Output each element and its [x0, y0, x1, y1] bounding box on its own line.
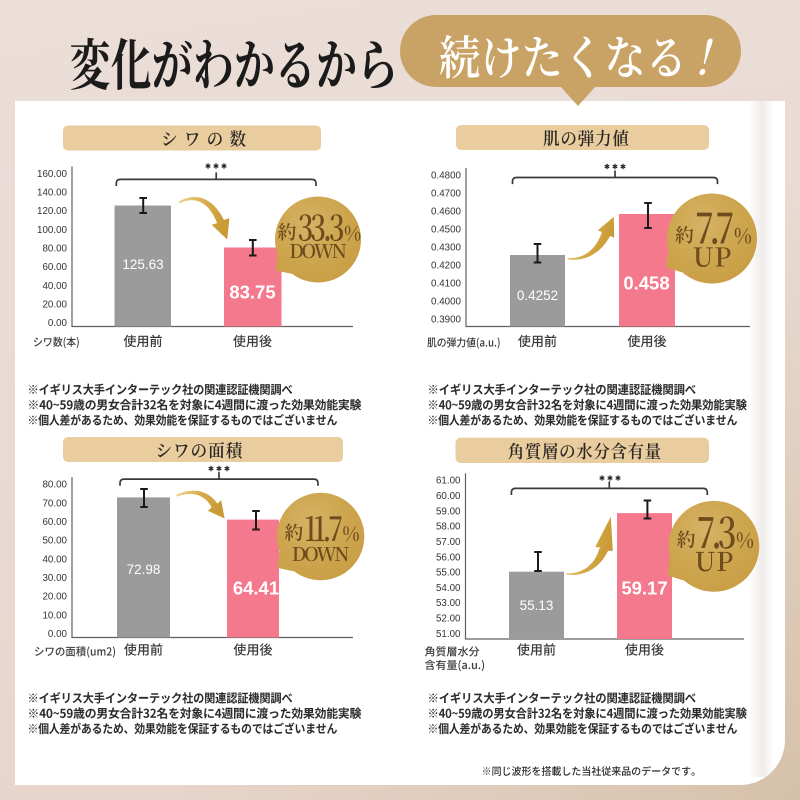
svg-text:20.00: 20.00: [42, 299, 67, 310]
svg-text:0.4500: 0.4500: [431, 224, 462, 235]
svg-text:64.41: 64.41: [233, 578, 279, 599]
svg-text:0.4100: 0.4100: [431, 278, 462, 289]
svg-text:57.00: 57.00: [436, 537, 461, 548]
svg-text:61.00: 61.00: [436, 476, 461, 487]
svg-text:40.00: 40.00: [42, 554, 67, 565]
svg-text:20.00: 20.00: [42, 592, 67, 603]
svg-text:80.00: 80.00: [42, 244, 67, 255]
svg-text:125.63: 125.63: [122, 257, 163, 272]
svg-text:0.4300: 0.4300: [431, 242, 462, 253]
svg-text:59.17: 59.17: [621, 578, 667, 599]
svg-text:40.00: 40.00: [42, 281, 67, 292]
svg-text:56.00: 56.00: [436, 552, 461, 563]
svg-text:50.00: 50.00: [42, 536, 67, 547]
svg-text:0.4700: 0.4700: [431, 188, 462, 199]
svg-text:59.00: 59.00: [436, 506, 461, 517]
svg-text:54.00: 54.00: [436, 583, 461, 594]
svg-text:0.4000: 0.4000: [431, 296, 462, 307]
svg-text:55.00: 55.00: [436, 568, 461, 579]
svg-text:58.00: 58.00: [436, 522, 461, 533]
svg-text:52.00: 52.00: [436, 613, 461, 624]
svg-text:72.98: 72.98: [127, 562, 161, 577]
svg-text:140.00: 140.00: [37, 188, 68, 199]
svg-text:0.4600: 0.4600: [431, 206, 462, 217]
svg-text:80.00: 80.00: [42, 480, 67, 491]
svg-text:70.00: 70.00: [42, 498, 67, 509]
svg-text:60.00: 60.00: [42, 517, 67, 528]
svg-text:160.00: 160.00: [37, 169, 68, 180]
svg-text:30.00: 30.00: [42, 573, 67, 584]
svg-text:0.4200: 0.4200: [431, 260, 462, 271]
svg-text:0.4252: 0.4252: [517, 288, 558, 303]
svg-text:51.00: 51.00: [436, 629, 461, 640]
svg-text:100.00: 100.00: [37, 225, 68, 236]
svg-text:0.458: 0.458: [623, 273, 669, 294]
svg-text:0.00: 0.00: [48, 318, 68, 329]
svg-text:60.00: 60.00: [42, 262, 67, 273]
svg-text:10.00: 10.00: [42, 610, 67, 621]
svg-text:55.13: 55.13: [520, 598, 554, 613]
svg-text:0.00: 0.00: [48, 629, 68, 640]
svg-text:0.3900: 0.3900: [431, 314, 462, 325]
svg-text:83.75: 83.75: [229, 282, 275, 303]
svg-text:120.00: 120.00: [37, 206, 68, 217]
svg-text:60.00: 60.00: [436, 491, 461, 502]
svg-text:0.4800: 0.4800: [431, 170, 462, 181]
svg-text:53.00: 53.00: [436, 598, 461, 609]
